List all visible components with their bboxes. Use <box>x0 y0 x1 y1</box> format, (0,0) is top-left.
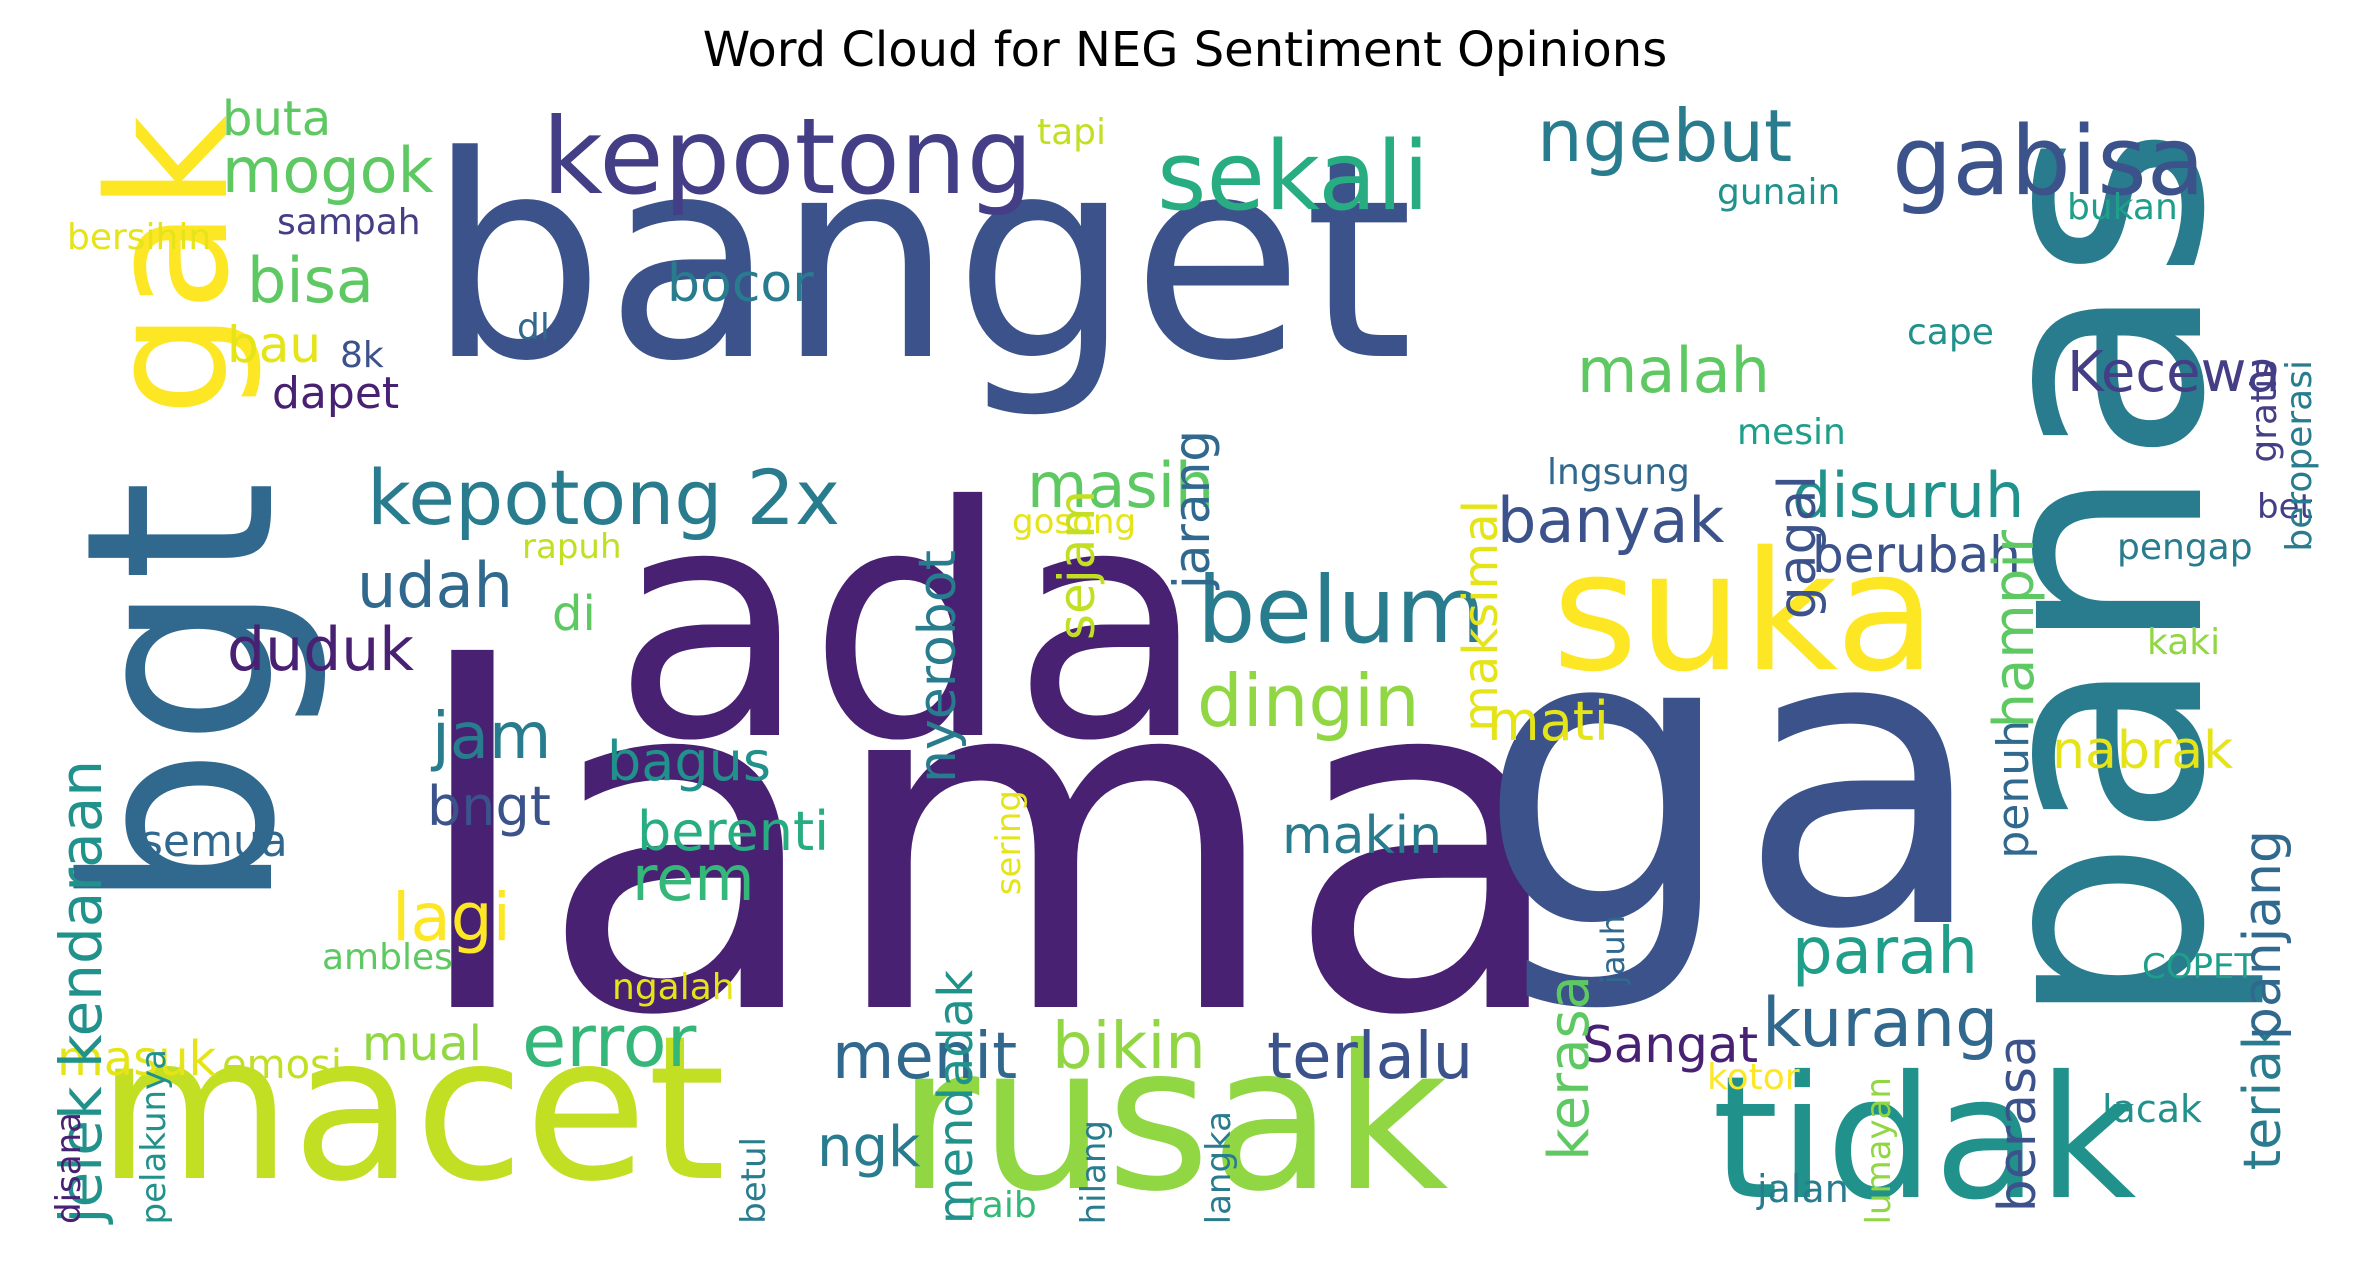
word-kepotong: kepotong <box>542 96 1034 218</box>
word-bisa: bisa <box>247 244 374 317</box>
word-buta: buta <box>222 91 332 147</box>
word-menit: menit <box>832 1020 1018 1094</box>
word-lama: lama <box>407 571 1572 1118</box>
word-belum: belum <box>1197 557 1486 664</box>
word-betul: betul <box>734 1137 774 1224</box>
word-bukan: bukan <box>2067 187 2178 228</box>
chart-title: Word Cloud for NEG Sentiment Opinions <box>702 22 1668 78</box>
word-berasa: berasa <box>1988 1035 2048 1213</box>
word-sering: sering <box>989 790 1029 896</box>
word-gagal: gagal <box>1768 475 1828 620</box>
word-nyerobot: nyerobot <box>908 550 968 783</box>
word-penuh: penuh <box>1988 720 2039 859</box>
word-ngk: ngk <box>817 1115 921 1180</box>
word-banget: banget <box>427 97 1414 423</box>
word-ambles: ambles <box>322 937 453 978</box>
word-disuruh: disuruh <box>1792 459 2025 532</box>
word-sangat: Sangat <box>1582 1016 1759 1074</box>
word-duduk: duduk <box>227 615 414 685</box>
word-8k: 8k <box>340 335 384 376</box>
word-gratis: gratis <box>2244 360 2285 463</box>
word-berubah: berubah <box>1812 526 2021 584</box>
word-bersihin: bersihin <box>67 217 212 258</box>
word-dingin: dingin <box>1197 659 1420 743</box>
word-dapet: dapet <box>272 368 400 419</box>
word-pelakunya: pelakunya <box>134 1048 174 1224</box>
word-terlalu: terlalu <box>1267 1020 1474 1094</box>
word-jauh: jauh <box>1594 915 1632 985</box>
word-macet: macet <box>97 993 726 1226</box>
word-nabrak: nabrak <box>2052 721 2234 781</box>
word-kepotong-2x: kepotong 2x <box>367 453 840 542</box>
word-sampah: sampah <box>277 202 421 243</box>
word-bet: bet <box>2257 487 2313 527</box>
word-kecewa: Kecewa <box>2067 340 2281 405</box>
word-masih: masih <box>1027 449 1215 522</box>
word-udah: udah <box>357 549 513 622</box>
word-langka: langka <box>1199 1110 1239 1224</box>
word-lacak: lacak <box>2102 1087 2203 1131</box>
word-hampir: hampir <box>1982 530 2047 729</box>
word-ngalah: ngalah <box>612 967 735 1008</box>
word-rusak: rusak <box>897 1003 1449 1236</box>
word-sejam: sejam <box>1048 490 1106 641</box>
word-suka: suka <box>1552 516 1937 708</box>
word-mendadak: mendadak <box>928 969 984 1224</box>
word-semua: semua <box>140 816 288 867</box>
word-emosi: emosi <box>222 1042 342 1088</box>
word-banyak: banyak <box>1497 484 1725 557</box>
word-bau: bau <box>227 316 322 374</box>
word-lngsung: lngsung <box>1547 452 1690 493</box>
word-tidak: tidak <box>1712 1040 2137 1238</box>
word-raib: raib <box>967 1185 1037 1226</box>
word-cloud: banget lama ada ga panas bgt macet rusak tidak su… <box>31 90 2320 1238</box>
word-kerasa: kerasa <box>1537 975 1602 1161</box>
word-cape: cape <box>1907 312 1994 353</box>
word-malah: malah <box>1577 334 1770 407</box>
word-bngt: bngt <box>427 775 551 838</box>
word-maksimal: maksimal <box>1453 500 1509 732</box>
word-kotor: kotor <box>1707 1057 1800 1098</box>
word-bikin: bikin <box>1052 1010 1206 1084</box>
word-jam: jam <box>432 700 552 774</box>
word-ngebut: ngebut <box>1537 94 1793 178</box>
word-di: di <box>552 586 596 642</box>
word-kurang: kurang <box>1762 984 1999 1063</box>
word-berenti: berenti <box>637 800 830 863</box>
word-lagi: lagi <box>392 879 512 956</box>
word-gabisa: gabisa <box>1892 107 2205 217</box>
word-mual: mual <box>362 1016 482 1072</box>
word-teriak: teriak <box>2233 1020 2293 1171</box>
word-ga: ga <box>1477 541 1989 1019</box>
word-beroperasi: beroperasi <box>2279 360 2320 552</box>
word-rem: rem <box>632 842 755 915</box>
word-parah: parah <box>1792 915 1978 989</box>
word-masuk: masuk <box>57 1031 217 1087</box>
word-sekali: sekali <box>1157 122 1430 232</box>
word-makin: makin <box>1282 806 1443 866</box>
word-panjang: panjang <box>2233 830 2293 1041</box>
word-mati: mati <box>1487 690 1609 753</box>
word-jarang: jarang <box>1163 430 1221 590</box>
word-hilang: hilang <box>1074 1119 1114 1224</box>
word-disana: disana <box>49 1112 89 1224</box>
word-bagus: bagus <box>607 730 772 793</box>
word-error: error <box>522 999 697 1083</box>
word-copet: COPET <box>2142 947 2256 987</box>
word-bocor: bocor <box>667 254 814 314</box>
word-dl: dl <box>517 307 550 348</box>
word-mesin: mesin <box>1737 412 1846 453</box>
word-gunain: gunain <box>1717 172 1841 213</box>
word-kaki: kaki <box>2147 622 2221 663</box>
word-ada: ada <box>612 439 1208 811</box>
word-gosong: gosong <box>1012 502 1137 542</box>
word-pengap: pengap <box>2117 527 2253 568</box>
word-tapi: tapi <box>1037 112 1107 153</box>
word-mogok: mogok <box>222 134 434 207</box>
word-lumayan: lumayan <box>1859 1076 1899 1224</box>
word-jalan: jalan <box>1757 1167 1849 1211</box>
word-rapuh: rapuh <box>522 527 622 567</box>
